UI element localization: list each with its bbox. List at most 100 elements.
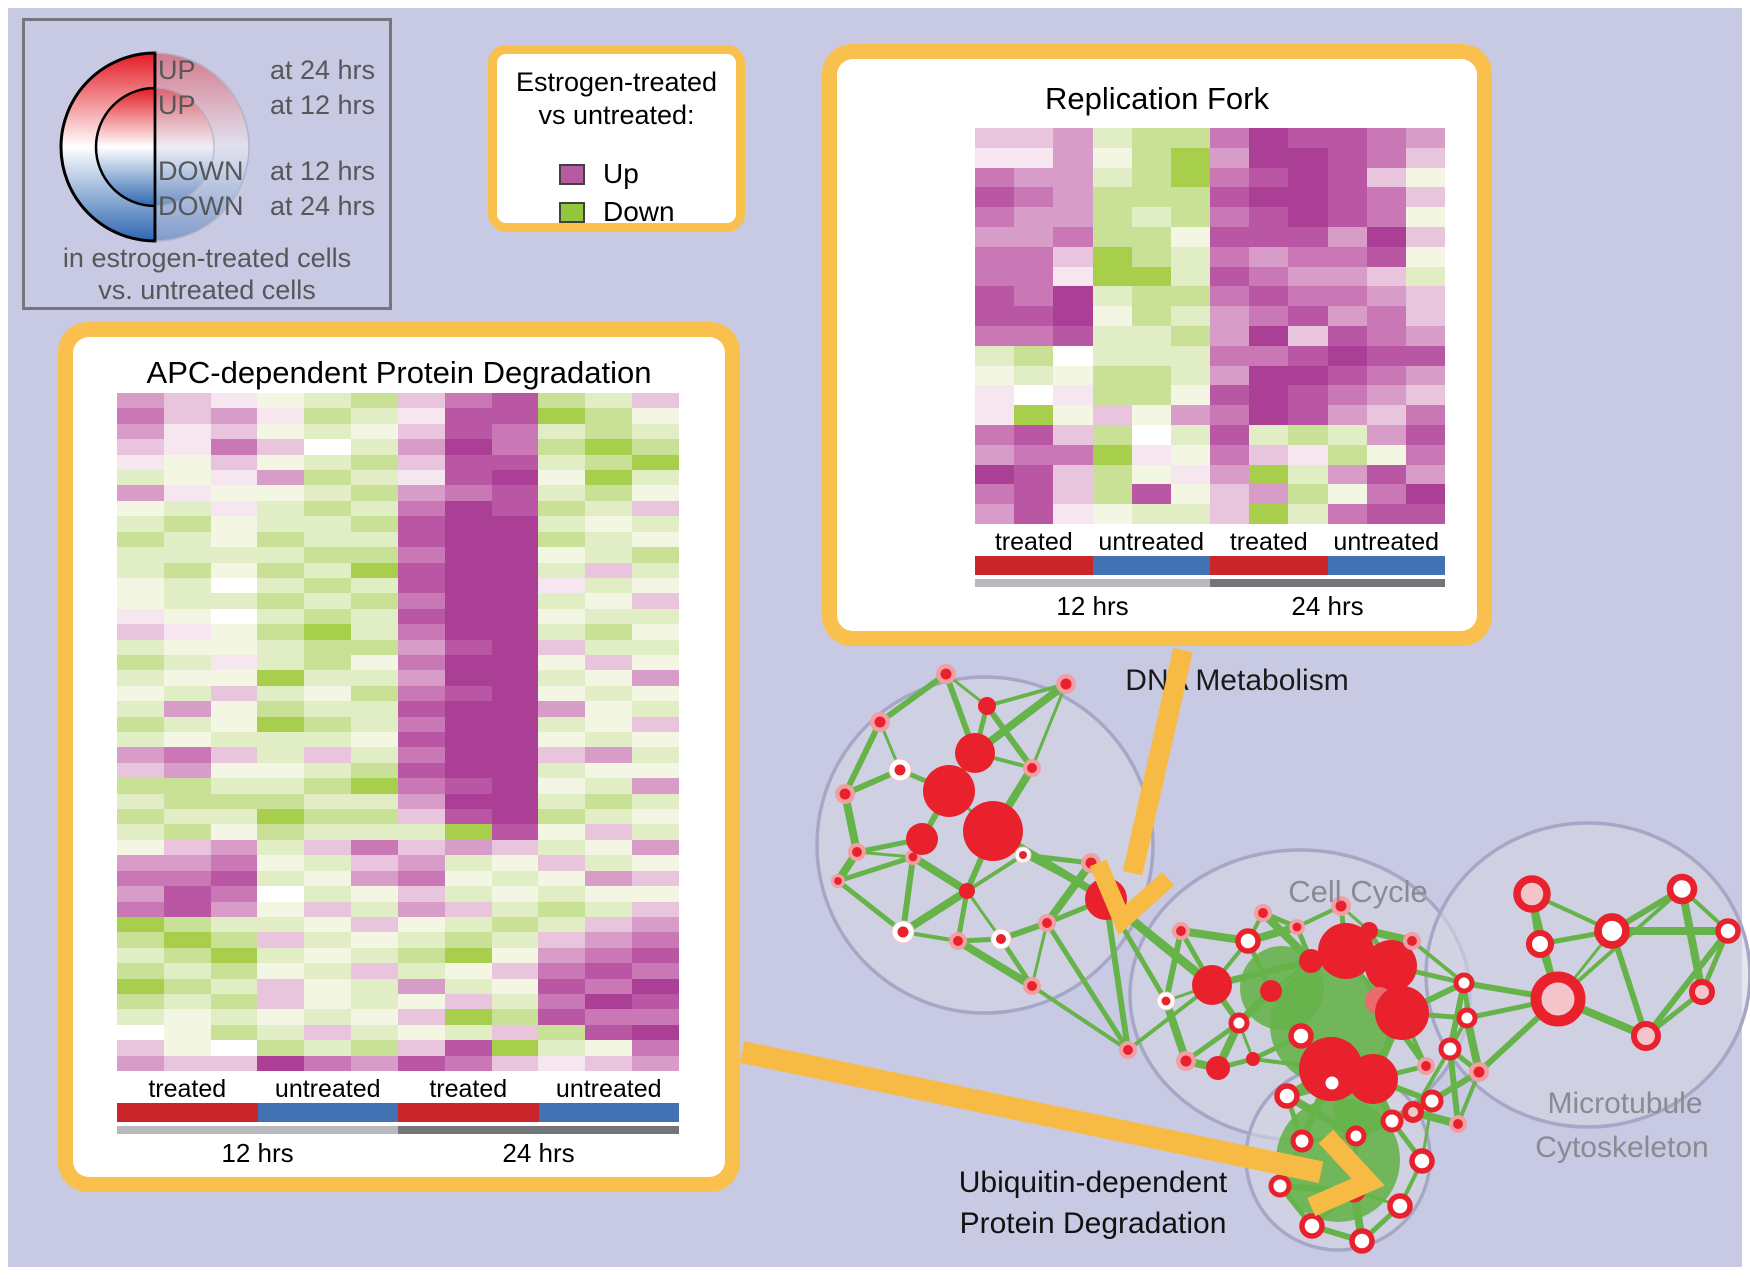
heatmap-cell: [397, 1024, 445, 1041]
replication-fork-panel-title: Replication Fork: [1045, 81, 1269, 116]
heatmap-cell: [444, 485, 492, 501]
heatmap-cell: [304, 485, 352, 501]
heatmap-cell: [117, 531, 164, 548]
heatmap-cell: [1210, 444, 1250, 465]
heatmap-cell: [585, 1009, 633, 1025]
heatmap-cell: [163, 932, 211, 948]
heatmap-cell: [491, 439, 539, 455]
heatmap-cell: [491, 1024, 539, 1041]
updown-legend-title-line1: Estrogen-treated: [515, 67, 718, 97]
heatmap-cell: [491, 577, 539, 594]
heatmap-cell: [1327, 147, 1367, 168]
heatmap-cell: [163, 670, 211, 686]
heatmap-cell: [1327, 365, 1367, 386]
heatmap-cell: [444, 500, 492, 517]
heatmap-cell: [163, 654, 211, 671]
heatmap-cell: [257, 439, 305, 455]
heatmap-cell: [1210, 385, 1250, 406]
updown-legend-title: Estrogen-treated vs untreated:: [497, 66, 736, 132]
condition-label: treated: [1229, 528, 1308, 556]
heatmap-cell: [351, 470, 398, 486]
heatmap-cell: [1170, 365, 1210, 386]
heatmap-cell: [117, 639, 164, 655]
heatmap-cell: [538, 855, 586, 871]
heatmap-cell: [538, 562, 586, 578]
heatmap-cell: [1327, 504, 1367, 524]
heatmap-cell: [117, 947, 164, 964]
heatmap-cell: [117, 716, 164, 732]
heatmap-cell: [1131, 345, 1171, 366]
heatmap-cell: [444, 1040, 492, 1056]
heatmap-cell: [210, 701, 258, 717]
heatmap-cell: [585, 454, 633, 471]
heatmap-cell: [632, 732, 679, 748]
heatmap-cell: [538, 608, 586, 625]
heatmap-cell: [444, 762, 492, 779]
heatmap-cell: [1288, 464, 1328, 485]
heatmap-cell: [397, 654, 445, 671]
heatmap-cell: [1014, 187, 1054, 208]
heatmap-cell: [1366, 365, 1406, 386]
heatmap-cell: [1327, 187, 1367, 208]
heatmap-cell: [117, 670, 164, 686]
heatmap-cell: [1210, 345, 1250, 366]
heatmap-cell: [351, 932, 398, 948]
heatmap-cell: [1014, 325, 1054, 346]
heatmap-cell: [1170, 385, 1210, 406]
heatmap-cell: [585, 901, 633, 917]
heatmap-cell: [1170, 246, 1210, 267]
heatmap-cell: [1092, 226, 1132, 247]
heatmap-cell: [117, 993, 164, 1010]
heatmap-cell: [117, 485, 164, 501]
heatmap-cell: [538, 1055, 586, 1071]
heatmap-cell: [1170, 187, 1210, 208]
heatmap-cell: [117, 500, 164, 517]
heatmap-cell: [1131, 147, 1171, 168]
heatmap-cell: [1366, 128, 1406, 148]
heatmap-cell: [257, 516, 305, 532]
heatmap-cell: [585, 685, 633, 702]
heatmap-cell: [444, 793, 492, 810]
heatmap-cell: [304, 947, 352, 964]
heatmap-cell: [257, 408, 305, 424]
heatmap-cell: [397, 762, 445, 779]
heatmap-cell: [1092, 246, 1132, 267]
heatmap-cell: [163, 624, 211, 640]
heatmap-cell: [304, 978, 352, 994]
heatmap-cell: [1366, 504, 1406, 524]
heatmap-cell: [1170, 207, 1210, 227]
heatmap-cell: [444, 408, 492, 424]
heatmap-cell: [1014, 464, 1054, 485]
heatmap-cell: [632, 516, 679, 532]
heatmap-cell: [117, 732, 164, 748]
heatmap-cell: [1014, 226, 1054, 247]
heatmap-cell: [632, 716, 679, 732]
heatmap-cell: [1405, 365, 1445, 386]
heatmap-cell: [1092, 405, 1132, 425]
heatmap-cell: [444, 423, 492, 440]
heatmap-cell: [351, 670, 398, 686]
heatmap-cell: [585, 516, 633, 532]
heatmap-cell: [1249, 147, 1289, 168]
heatmap-cell: [351, 500, 398, 517]
heatmap-cell: [397, 624, 445, 640]
heatmap-cell: [1053, 424, 1093, 445]
heatmap-cell: [351, 1024, 398, 1041]
heatmap-cell: [351, 393, 398, 409]
rf-axis-time-bars: [975, 579, 1445, 587]
heatmap-cell: [538, 793, 586, 810]
time-label: 12 hrs: [1056, 591, 1129, 621]
heatmap-cell: [1092, 147, 1132, 168]
heatmap-cell: [304, 500, 352, 517]
heatmap-cell: [444, 608, 492, 625]
heatmap-cell: [117, 778, 164, 794]
heatmap-cell: [632, 454, 679, 471]
heatmap-cell: [210, 747, 258, 763]
heatmap-cell: [163, 778, 211, 794]
heatmap-cell: [257, 886, 305, 902]
heatmap-cell: [538, 1024, 586, 1041]
heatmap-cell: [632, 624, 679, 640]
heatmap-cell: [163, 500, 211, 517]
heatmap-cell: [397, 839, 445, 856]
heatmap-cell: [1131, 226, 1171, 247]
